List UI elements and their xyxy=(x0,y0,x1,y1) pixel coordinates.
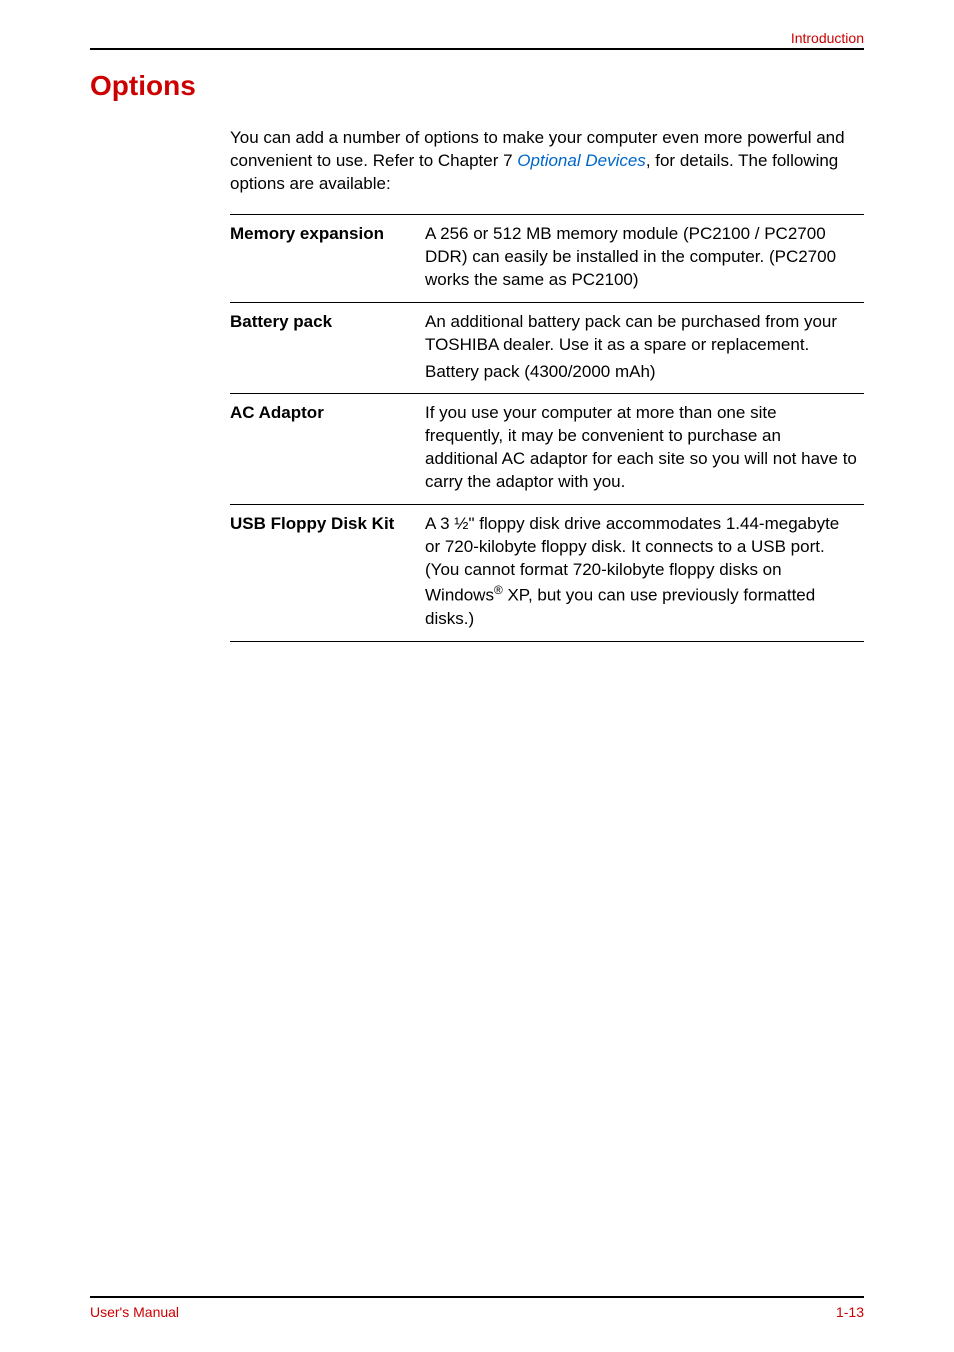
option-description: A 256 or 512 MB memory module (PC2100 / … xyxy=(425,214,864,302)
option-description: If you use your computer at more than on… xyxy=(425,394,864,505)
option-desc-text: An additional battery pack can be purcha… xyxy=(425,312,837,354)
page-footer: User's Manual 1-13 xyxy=(90,1296,864,1320)
optional-devices-link[interactable]: Optional Devices xyxy=(517,151,646,170)
option-description: An additional battery pack can be purcha… xyxy=(425,302,864,394)
option-description: A 3 ½" floppy disk drive accommodates 1.… xyxy=(425,505,864,641)
footer-right: 1-13 xyxy=(836,1304,864,1320)
options-table: Memory expansion A 256 or 512 MB memory … xyxy=(230,214,864,642)
content-block: You can add a number of options to make … xyxy=(230,127,864,642)
option-desc-text2: Battery pack (4300/2000 mAh) xyxy=(425,361,858,384)
footer-left: User's Manual xyxy=(90,1304,179,1320)
table-row: AC Adaptor If you use your computer at m… xyxy=(230,394,864,505)
option-label: USB Floppy Disk Kit xyxy=(230,505,425,641)
registered-mark: ® xyxy=(494,583,503,597)
option-label: AC Adaptor xyxy=(230,394,425,505)
page-header: Introduction xyxy=(90,30,864,50)
table-row: Battery pack An additional battery pack … xyxy=(230,302,864,394)
option-label: Battery pack xyxy=(230,302,425,394)
intro-paragraph: You can add a number of options to make … xyxy=(230,127,864,196)
table-row: Memory expansion A 256 or 512 MB memory … xyxy=(230,214,864,302)
section-label: Introduction xyxy=(90,30,864,46)
table-row: USB Floppy Disk Kit A 3 ½" floppy disk d… xyxy=(230,505,864,641)
page-title: Options xyxy=(90,70,864,102)
option-label: Memory expansion xyxy=(230,214,425,302)
